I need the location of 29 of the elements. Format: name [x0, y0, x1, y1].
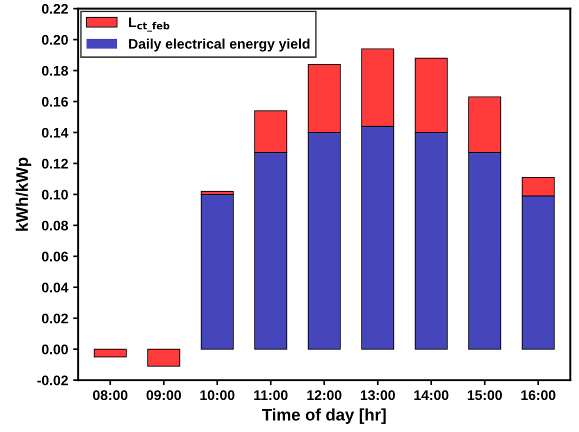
y-tick-label: 0.20	[42, 34, 68, 45]
bar	[147, 348, 180, 367]
x-tick-label: 09:00	[146, 390, 181, 400]
y-tick-label: 0.14	[42, 128, 68, 138]
y-tick-label: 0.16	[42, 96, 68, 107]
bar	[94, 348, 127, 358]
x-tick-label: 10:00	[200, 390, 234, 400]
y-tick-label: 0.04	[42, 282, 68, 292]
x-tick-label: 15:00	[468, 390, 502, 400]
y-tick-label: 0.06	[42, 252, 68, 262]
x-tick-label: 14:00	[414, 390, 448, 400]
y-tick-label: -0.02	[37, 375, 68, 386]
y-tick-label: 0.02	[42, 314, 68, 324]
legend-label: L$_{ct_feb}$	[129, 17, 170, 32]
x-tick-label: 13:00	[360, 390, 395, 400]
y-tick-label: 0.12	[42, 158, 68, 169]
y-tick-label: 0.08	[42, 220, 68, 231]
bar	[200, 194, 234, 350]
x-tick-label: 12:00	[307, 390, 342, 400]
y-axis-title: kWh/kWp	[16, 158, 32, 231]
y-tick-label: 0.10	[42, 190, 68, 200]
y-tick-label: 0.00	[42, 344, 68, 354]
x-tick-label: 16:00	[521, 390, 556, 400]
legend-label: Daily electrical energy yield	[129, 38, 310, 52]
x-tick-label: 11:00	[254, 390, 288, 400]
y-tick-label: 0.18	[42, 66, 68, 76]
y-tick-label: 0.22	[42, 4, 68, 14]
x-axis-title: Time of day [hr]	[262, 408, 386, 424]
x-tick-label: 08:00	[93, 390, 128, 400]
